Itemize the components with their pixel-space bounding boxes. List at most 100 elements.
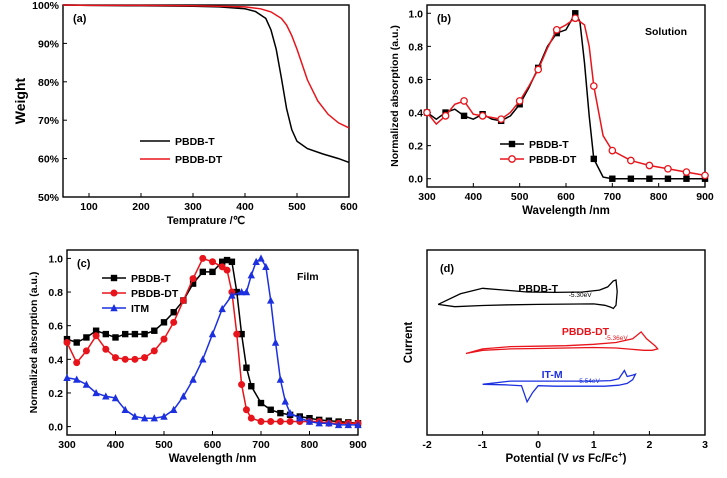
data-point-pbdb-dt [247, 414, 255, 422]
data-point-pbdb-t [199, 268, 206, 276]
data-point-pbdb-dt [441, 112, 450, 120]
y-tick-label: 90% [38, 38, 60, 50]
y-tick-label: 0.8 [408, 41, 423, 53]
plot-frame [62, 4, 350, 198]
data-point-itm [63, 373, 71, 382]
x-tick-label: 300 [418, 191, 436, 203]
data-point-itm [247, 271, 255, 279]
data-point-itm [354, 420, 362, 429]
x-axis-label: Wavelength /nm [522, 205, 610, 217]
panel-label: (d) [440, 263, 454, 275]
data-point-pbdb-dt [112, 354, 119, 362]
data-point-itm [252, 257, 260, 265]
x-tick-label: 2 [646, 439, 652, 451]
data-point-pbdb-t [102, 330, 109, 338]
data-point-pbdb-t [238, 330, 245, 338]
x-tick-label: 600 [557, 191, 575, 203]
legend-entry-pbdb-dt: PBDB-DT [175, 154, 223, 166]
data-point-pbdb-t [267, 406, 274, 413]
curve-label-it-m: IT-M [542, 369, 563, 381]
data-point-itm [257, 254, 265, 262]
data-point-pbdb-dt [589, 82, 598, 90]
x-tick-label: 1 [591, 439, 597, 451]
plot-frame [426, 249, 706, 436]
annotation-label: Solution [645, 26, 687, 38]
data-point-itm [170, 405, 178, 413]
data-point-itm [218, 304, 226, 313]
data-point-itm [271, 338, 280, 346]
data-point-pbdb-dt [267, 418, 275, 426]
annotation-label: Film [297, 271, 319, 283]
data-point-pbdb-t [257, 399, 265, 407]
y-tick-label: 0.6 [408, 74, 423, 86]
data-point-pbdb-dt [73, 359, 81, 367]
x-tick-label: 900 [696, 191, 714, 203]
legend-entry-pbdb-dt: PBDB-DT [529, 154, 577, 166]
data-point-pbdb-dt [150, 347, 158, 355]
data-point-pbdb-dt [242, 406, 250, 414]
x-tick-label: 400 [465, 191, 483, 203]
data-point-pbdb-t [122, 330, 129, 338]
data-point-pbdb-dt [233, 330, 241, 338]
x-tick-label: 400 [236, 201, 254, 213]
x-axis-label: Wavelength /nm [169, 453, 257, 465]
cv-curve-pbdb-t [437, 279, 618, 310]
y-tick-label: 1.0 [408, 8, 423, 20]
legend-entry-pbdb-dt: PBDB-DT [131, 288, 179, 300]
cv-curve-it-m [482, 369, 637, 404]
data-point-pbdb-dt [63, 339, 71, 346]
data-point-itm [131, 412, 139, 420]
data-point-itm [334, 420, 343, 429]
x-axis-label-part: + [618, 450, 623, 459]
data-point-pbdb-t [277, 409, 284, 417]
data-point-pbdb-t [151, 327, 158, 334]
data-point-pbdb-dt [257, 418, 265, 426]
y-tick-label: 60% [38, 154, 60, 166]
y-tick-label: 0.4 [408, 108, 423, 120]
y-tick-label: 0.8 [48, 287, 63, 299]
x-tick-label: 600 [340, 201, 358, 213]
x-tick-label: 0 [535, 439, 541, 451]
legend-marker [110, 274, 118, 282]
legend-marker [110, 289, 118, 297]
data-point-itm [82, 380, 91, 388]
chart-panel-b: 300 400 500 600 700 800 900 0.0 0.2 0.4 0.6 0.8 1.0 (… [389, 4, 714, 217]
x-tick-label: 200 [132, 201, 150, 213]
data-point-pbdb-t [141, 330, 148, 338]
data-point-pbdb-dt [131, 355, 139, 363]
data-point-pbdb-dt [82, 347, 90, 355]
data-point-pbdb-t [248, 383, 255, 390]
x-tick-label: 800 [301, 439, 319, 451]
chart-panel-d: -2 -1 0 1 2 3 (d) Potential (V vs Fc/Fc+) Curren… [403, 249, 708, 465]
data-point-itm [228, 291, 236, 299]
y-tick-label: 0.6 [48, 321, 63, 333]
data-point-pbdb-dt [102, 345, 110, 353]
legend-marker [508, 155, 516, 163]
data-point-pbdb-dt [664, 164, 672, 173]
data-point-itm [286, 409, 294, 417]
y-tick-label: 0.0 [48, 422, 63, 434]
data-point-pbdb-dt [571, 14, 580, 23]
data-point-itm [160, 412, 168, 420]
y-axis-label: Current [403, 322, 415, 364]
x-tick-label: 500 [288, 201, 306, 213]
y-tick-label: 1.0 [48, 253, 63, 265]
data-point-pbdb-t [233, 288, 240, 296]
data-point-pbdb-dt [460, 97, 468, 105]
data-point-pbdb-dt [515, 97, 524, 105]
data-point-pbdb-t [572, 10, 579, 17]
y-tick-label: 0.4 [48, 354, 63, 366]
data-point-itm [189, 375, 197, 383]
series-line-pbdb-dt [62, 4, 350, 129]
data-point-pbdb-dt [179, 296, 187, 304]
data-point-itm [237, 288, 246, 296]
energy-label: -5.54eV [577, 378, 600, 385]
series-line-pbdb-t [66, 259, 359, 424]
y-tick-label: 0.2 [408, 141, 423, 153]
data-point-itm [208, 330, 217, 338]
data-point-itm [199, 355, 207, 363]
panel-label: (b) [437, 13, 451, 25]
legend-entry-pbdb-t: PBDB-T [175, 136, 215, 148]
data-point-pbdb-dt [92, 332, 100, 340]
data-point-pbdb-t [73, 339, 80, 346]
